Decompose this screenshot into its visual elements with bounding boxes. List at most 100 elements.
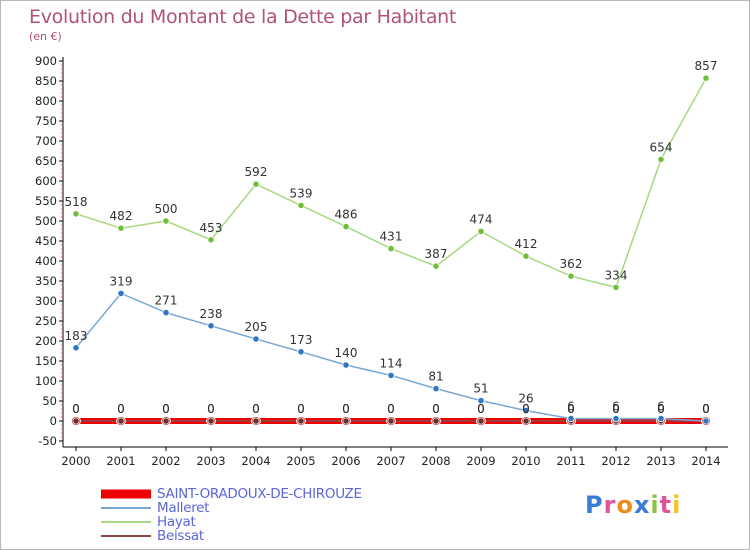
data-label: 0 [612,402,620,416]
y-tick-label: 900 [35,54,57,68]
data-point [612,283,620,291]
x-tick-label: 2002 [151,454,180,468]
x-tick-label: 2005 [286,454,315,468]
data-label: 183 [65,329,88,343]
data-label: 114 [380,356,403,370]
data-point [72,417,80,425]
data-label: 0 [702,402,710,416]
x-tick-label: 2014 [691,454,720,468]
data-label: 0 [567,402,575,416]
data-label: 654 [650,140,673,154]
y-tick-label: 100 [35,374,57,388]
data-point [567,414,575,423]
data-point [387,417,395,425]
data-point [432,384,440,393]
x-tick-label: 2000 [61,454,90,468]
data-label: 592 [245,165,268,179]
x-tick-label: 2012 [601,454,630,468]
x-tick-label: 2001 [106,454,135,468]
data-point [342,361,350,369]
data-label: 453 [200,221,223,235]
data-point [207,322,215,330]
y-tick-label: 700 [35,134,57,148]
data-point [297,348,305,356]
data-point [702,417,710,425]
data-label: 0 [117,402,125,416]
x-tick-label: 2010 [511,454,540,468]
data-point [387,371,395,379]
legend-swatch [101,535,151,537]
data-label: 0 [297,402,305,416]
data-label: 238 [200,307,223,321]
y-tick-label: -50 [38,434,57,448]
data-point [252,335,260,343]
data-label: 0 [387,402,395,416]
data-point [612,414,620,423]
data-label: 0 [432,402,440,416]
x-tick-label: 2009 [466,454,495,468]
data-label: 51 [473,382,488,396]
x-tick-label: 2007 [376,454,405,468]
x-tick-label: 2006 [331,454,360,468]
data-label: 0 [522,402,530,416]
legend-label: Beissat [157,528,204,544]
data-point [72,344,80,352]
y-tick-label: 750 [35,114,57,128]
y-tick-label: 650 [35,154,57,168]
data-label: 0 [252,402,260,416]
y-tick-label: 850 [35,74,57,88]
logo-letter: o [616,491,634,519]
logo-letter: i [672,491,682,519]
data-label: 387 [425,247,448,261]
x-tick-label: 2003 [196,454,225,468]
data-label: 0 [342,402,350,416]
x-tick-label: 2004 [241,454,270,468]
data-point [387,245,395,253]
y-tick-label: 500 [35,214,57,228]
data-point [477,396,485,405]
legend-label: SAINT-ORADOUX-DE-CHIROUZE [157,486,362,502]
data-point [657,414,665,423]
y-tick-label: 250 [35,314,57,328]
data-label: 334 [605,268,628,282]
data-point [522,417,530,425]
data-label: 6 [612,400,620,414]
y-tick-label: 300 [35,294,57,308]
legend-item: SAINT-ORADOUX-DE-CHIROUZE [101,487,362,501]
data-label: 205 [245,320,268,334]
data-point [162,417,170,425]
data-label: 0 [612,402,620,416]
y-tick-label: 200 [35,334,57,348]
chart-title: Evolution du Montant de la Dette par Hab… [29,6,457,28]
data-label: 0 [342,402,350,416]
data-label: 6 [567,400,575,414]
data-label: 319 [110,274,133,288]
data-label: 140 [335,346,358,360]
data-label: 0 [522,402,530,416]
logo-letter: i [650,491,660,519]
data-label: 271 [155,294,178,308]
data-label: 0 [477,402,485,416]
x-tick-label: 2013 [646,454,675,468]
y-tick-label: 600 [35,174,57,188]
logo-letter: t [659,491,673,519]
data-point [297,417,305,425]
logo-letter: P [585,491,604,519]
data-point [432,417,440,425]
data-point [207,236,215,244]
data-label: 0 [477,402,485,416]
data-label: 26 [518,392,533,406]
data-label: 6 [657,400,665,414]
data-label: 0 [657,402,665,416]
legend-item: Beissat [101,529,362,543]
y-tick-label: 0 [50,414,57,428]
legend-swatch [101,507,151,509]
x-tick-label: 2011 [556,454,585,468]
y-tick-label: 150 [35,354,57,368]
chart-legend: SAINT-ORADOUX-DE-CHIROUZE Malleret Hayat Be… [101,487,362,543]
data-point [432,262,440,270]
data-label: 0 [567,402,575,416]
data-point [477,417,485,425]
